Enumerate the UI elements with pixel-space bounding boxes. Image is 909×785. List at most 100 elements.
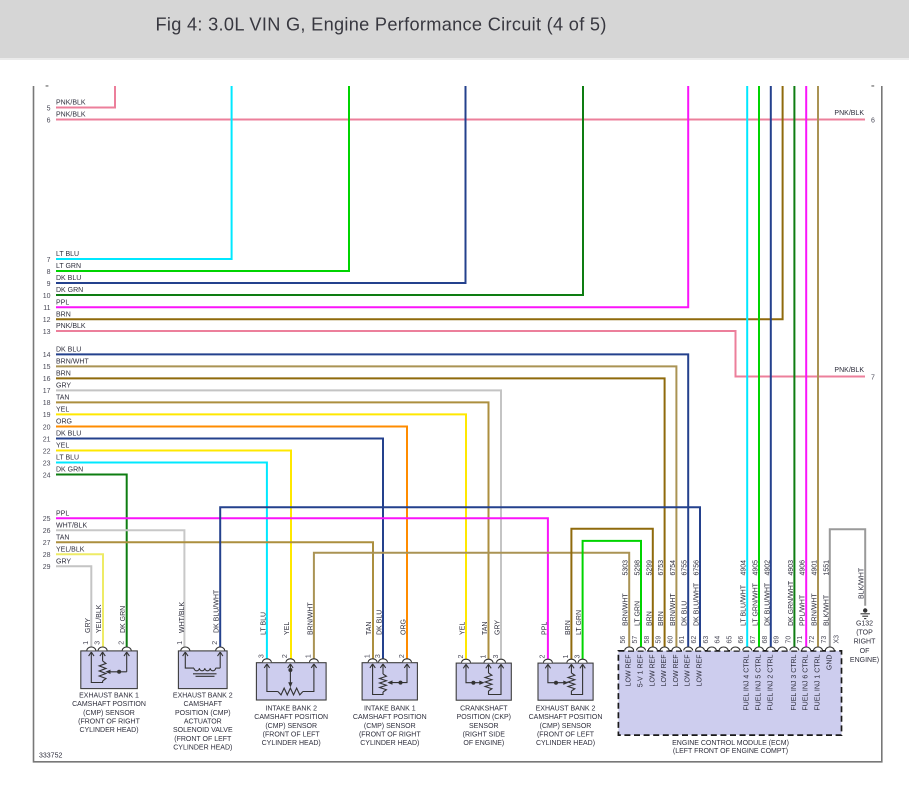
svg-text:4904: 4904 bbox=[741, 560, 748, 576]
svg-text:11: 11 bbox=[43, 305, 50, 312]
svg-text:23: 23 bbox=[43, 460, 51, 467]
svg-text:PNK/BLK: PNK/BLK bbox=[834, 110, 864, 117]
svg-text:BRN/WHT: BRN/WHT bbox=[670, 593, 677, 626]
svg-text:4903: 4903 bbox=[788, 560, 795, 576]
svg-text:5-V 1 REF: 5-V 1 REF bbox=[638, 655, 645, 688]
svg-text:DK BLU: DK BLU bbox=[377, 610, 384, 635]
svg-text:YEL: YEL bbox=[284, 622, 291, 635]
svg-text:TAN: TAN bbox=[56, 395, 69, 402]
svg-text:FUEL INJ 6 CTRL: FUEL INJ 6 CTRL bbox=[803, 654, 810, 710]
svg-text:2: 2 bbox=[282, 654, 289, 658]
svg-text:DK BLU: DK BLU bbox=[56, 347, 81, 354]
svg-text:DK BLU/WHT: DK BLU/WHT bbox=[694, 582, 701, 626]
svg-text:5303: 5303 bbox=[623, 560, 630, 576]
svg-text:DK GRN/WHT: DK GRN/WHT bbox=[788, 580, 795, 626]
svg-text:13: 13 bbox=[43, 329, 51, 336]
svg-text:BRN: BRN bbox=[658, 611, 665, 626]
svg-text:DK BLU: DK BLU bbox=[682, 601, 689, 626]
svg-text:60: 60 bbox=[667, 636, 674, 644]
svg-text:PPL: PPL bbox=[56, 299, 69, 306]
svg-text:1: 1 bbox=[364, 654, 371, 658]
svg-text:YEL/BLK: YEL/BLK bbox=[56, 546, 85, 553]
svg-text:1: 1 bbox=[480, 655, 487, 659]
svg-text:12: 12 bbox=[43, 317, 51, 324]
svg-text:PPL: PPL bbox=[541, 622, 548, 635]
svg-text:62: 62 bbox=[691, 636, 698, 644]
svg-text:6755: 6755 bbox=[682, 560, 689, 576]
svg-text:TAN: TAN bbox=[482, 622, 489, 635]
svg-text:PNK/BLK: PNK/BLK bbox=[834, 367, 864, 374]
svg-text:28: 28 bbox=[43, 552, 51, 559]
svg-text:4906: 4906 bbox=[800, 560, 807, 576]
svg-text:LOW REF: LOW REF bbox=[649, 655, 656, 687]
svg-text:BRN/WHT: BRN/WHT bbox=[623, 593, 630, 626]
svg-text:56: 56 bbox=[620, 636, 627, 644]
svg-text:1: 1 bbox=[83, 641, 90, 645]
svg-text:21: 21 bbox=[43, 436, 51, 443]
svg-text:GRY: GRY bbox=[56, 383, 71, 390]
svg-text:WHT/BLK: WHT/BLK bbox=[179, 602, 186, 633]
svg-text:LT GRN: LT GRN bbox=[56, 263, 81, 270]
svg-text:71: 71 bbox=[797, 636, 804, 644]
svg-text:LT BLU: LT BLU bbox=[56, 455, 79, 462]
svg-text:BRN/WHT: BRN/WHT bbox=[812, 593, 819, 626]
svg-text:4905: 4905 bbox=[753, 560, 760, 576]
svg-text:27: 27 bbox=[43, 540, 51, 547]
svg-text:X3: X3 bbox=[834, 635, 841, 644]
svg-text:BRN/WHT: BRN/WHT bbox=[56, 359, 89, 366]
svg-text:24: 24 bbox=[43, 472, 51, 479]
svg-text:LT GRN/WHT: LT GRN/WHT bbox=[753, 582, 760, 626]
svg-text:70: 70 bbox=[785, 636, 792, 644]
svg-text:2: 2 bbox=[212, 641, 219, 645]
svg-text:19: 19 bbox=[43, 412, 51, 419]
svg-text:1: 1 bbox=[306, 654, 313, 658]
svg-text:14: 14 bbox=[43, 352, 51, 359]
svg-text:BRN: BRN bbox=[565, 620, 572, 635]
svg-text:GRY: GRY bbox=[85, 618, 92, 633]
svg-text:68: 68 bbox=[762, 636, 769, 644]
svg-text:GRY: GRY bbox=[56, 558, 71, 565]
svg-text:20: 20 bbox=[43, 424, 51, 431]
svg-text:WHT/BLK: WHT/BLK bbox=[56, 522, 87, 529]
svg-text:Fig 4: 3.0L VIN G, Engine Perf: Fig 4: 3.0L VIN G, Engine Performance Ci… bbox=[156, 15, 607, 35]
svg-text:3: 3 bbox=[94, 641, 101, 645]
svg-text:59: 59 bbox=[656, 636, 663, 644]
svg-text:64: 64 bbox=[715, 636, 722, 644]
svg-text:1: 1 bbox=[177, 641, 184, 645]
svg-text:5299: 5299 bbox=[646, 560, 653, 576]
svg-text:BLK/WHT: BLK/WHT bbox=[859, 567, 866, 599]
svg-text:BLK/WHT: BLK/WHT bbox=[823, 594, 830, 626]
svg-text:66: 66 bbox=[738, 636, 745, 644]
svg-text:18: 18 bbox=[43, 400, 51, 407]
svg-text:DK GRN: DK GRN bbox=[56, 287, 83, 294]
svg-text:LOW REF: LOW REF bbox=[626, 655, 633, 687]
svg-text:5298: 5298 bbox=[635, 560, 642, 576]
svg-text:10: 10 bbox=[43, 293, 51, 300]
svg-text:YEL/BLK: YEL/BLK bbox=[96, 604, 103, 633]
svg-text:1551: 1551 bbox=[823, 560, 830, 576]
svg-text:LOW REF: LOW REF bbox=[661, 655, 668, 687]
svg-text:ORG: ORG bbox=[401, 619, 408, 635]
svg-text:ORG: ORG bbox=[56, 419, 72, 426]
svg-text:LT BLU: LT BLU bbox=[260, 612, 267, 635]
svg-text:7: 7 bbox=[871, 374, 875, 381]
svg-text:YEL: YEL bbox=[56, 443, 69, 450]
svg-text:61: 61 bbox=[679, 636, 686, 644]
svg-text:6756: 6756 bbox=[694, 560, 701, 576]
svg-text:TAN: TAN bbox=[56, 534, 69, 541]
svg-text:4901: 4901 bbox=[812, 560, 819, 576]
svg-text:PNK/BLK: PNK/BLK bbox=[56, 100, 86, 107]
svg-text:58: 58 bbox=[644, 636, 651, 644]
svg-text:DK BLU/WHT: DK BLU/WHT bbox=[764, 582, 771, 626]
svg-text:DK BLU: DK BLU bbox=[56, 275, 81, 282]
svg-text:67: 67 bbox=[750, 636, 757, 644]
svg-text:FUEL INJ 2 CTRL: FUEL INJ 2 CTRL bbox=[767, 654, 774, 710]
svg-text:BRN: BRN bbox=[56, 311, 71, 318]
svg-text:6: 6 bbox=[871, 117, 875, 124]
svg-text:LT GRN: LT GRN bbox=[635, 601, 642, 626]
